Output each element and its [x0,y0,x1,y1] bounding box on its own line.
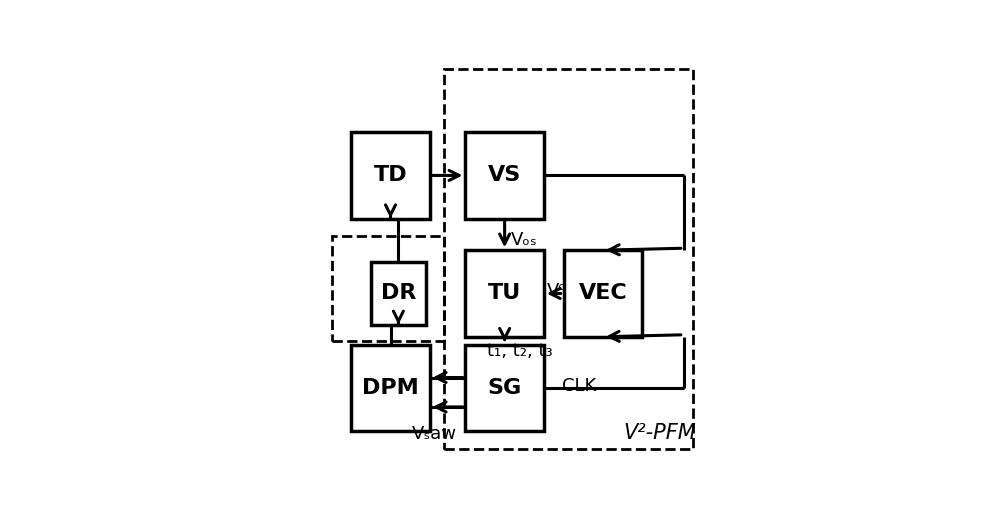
Text: TU: TU [488,284,521,304]
Text: Vₒₛ: Vₒₛ [511,231,537,249]
Bar [332,237,444,341]
Bar [564,250,642,337]
Text: t₁, t₂, t₃: t₁, t₂, t₃ [487,341,553,360]
Bar [371,262,426,325]
Text: V²-PFM: V²-PFM [624,423,696,443]
Text: CLK: CLK [562,377,596,395]
Text: VS: VS [488,166,521,185]
Text: Vₛaw: Vₛaw [412,425,457,444]
Text: DR: DR [381,284,416,304]
Text: TD: TD [374,166,407,185]
Bar [465,132,544,219]
Text: VEC: VEC [579,284,627,304]
Bar [444,69,693,449]
Text: Vᶜ: Vᶜ [547,283,566,300]
Bar [465,344,544,431]
Text: DPM: DPM [362,378,419,398]
Text: SG: SG [488,378,522,398]
Bar [465,250,544,337]
Bar [351,132,430,219]
Bar [351,344,430,431]
